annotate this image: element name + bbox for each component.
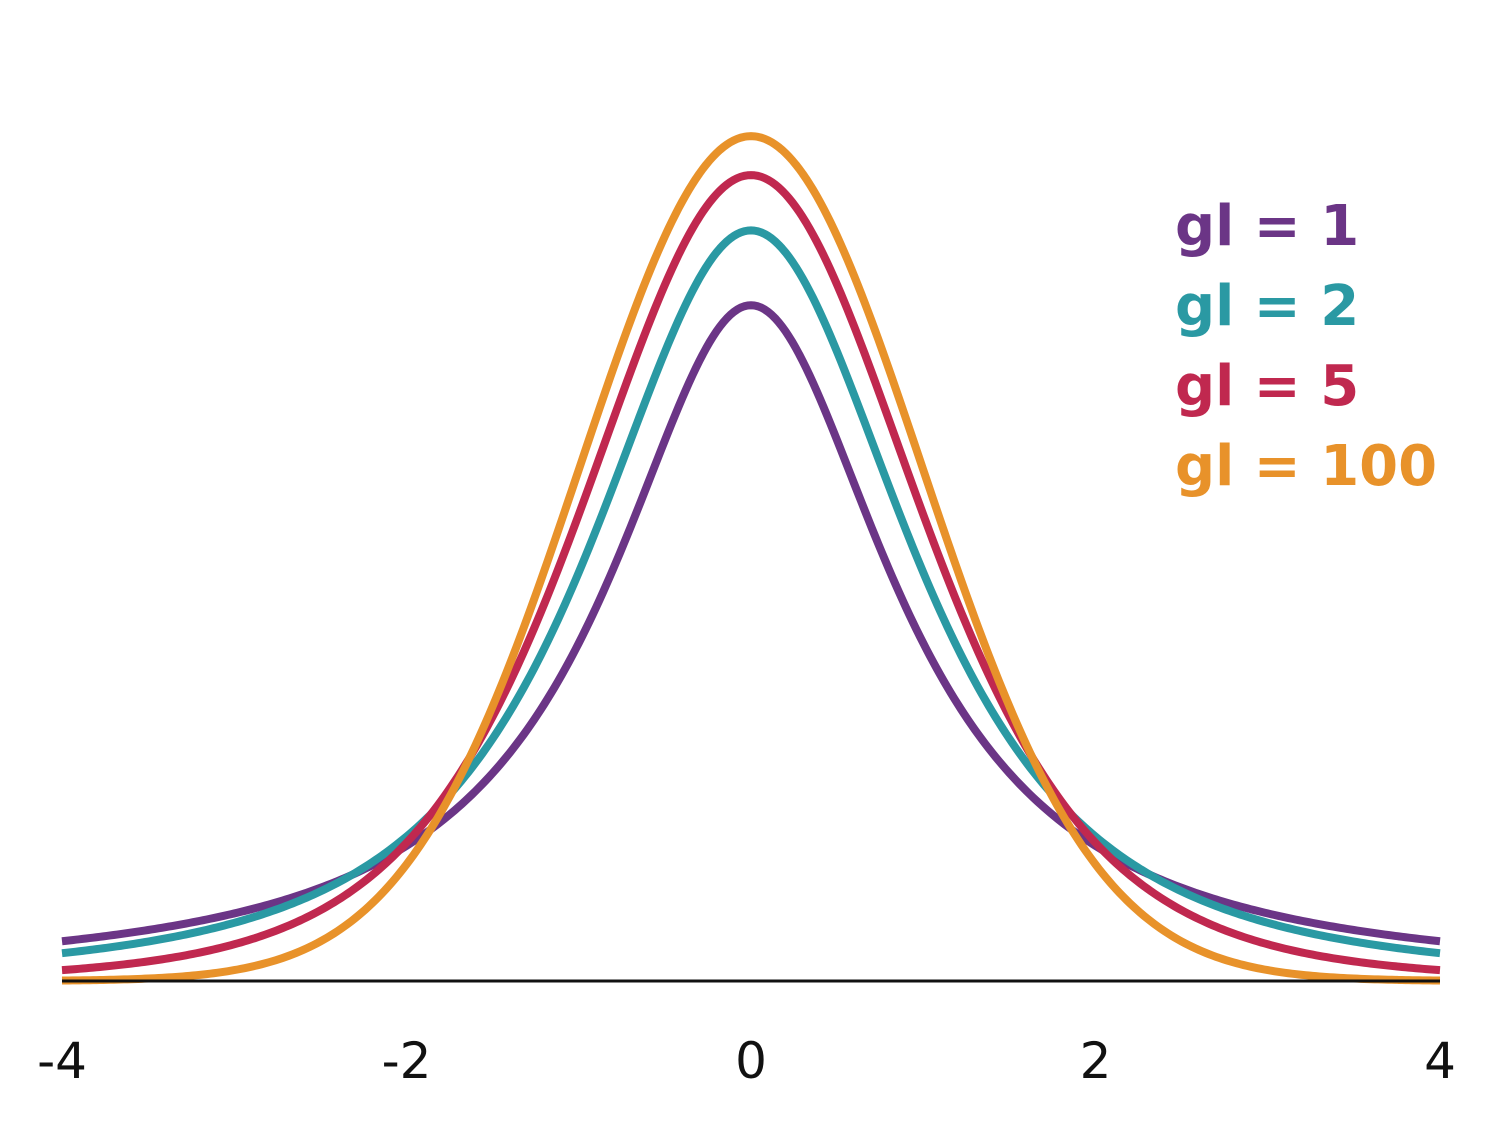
legend-entry-df-1: gl = 1 — [1175, 194, 1359, 259]
legend-entry-df-2: gl = 2 — [1175, 274, 1359, 339]
x-tick-label: 0 — [735, 1032, 767, 1090]
series-line-df-100 — [61, 132, 1441, 985]
series-group — [61, 132, 1441, 985]
series-line-df-5 — [61, 171, 1441, 975]
x-tick-label: -2 — [382, 1032, 432, 1090]
legend-entry-df-5: gl = 5 — [1175, 354, 1359, 419]
x-tick-label: 2 — [1080, 1032, 1112, 1090]
legend-entry-df-100: gl = 100 — [1175, 434, 1437, 499]
series-line-df-2 — [61, 226, 1441, 958]
x-tick-labels: -4 -2 0 2 4 — [37, 1032, 1456, 1090]
x-tick-label: 4 — [1424, 1032, 1456, 1090]
x-tick-label: -4 — [37, 1032, 87, 1090]
series-line-df-1 — [61, 301, 1441, 946]
legend: gl = 1 gl = 2 gl = 5 gl = 100 — [1175, 194, 1437, 499]
